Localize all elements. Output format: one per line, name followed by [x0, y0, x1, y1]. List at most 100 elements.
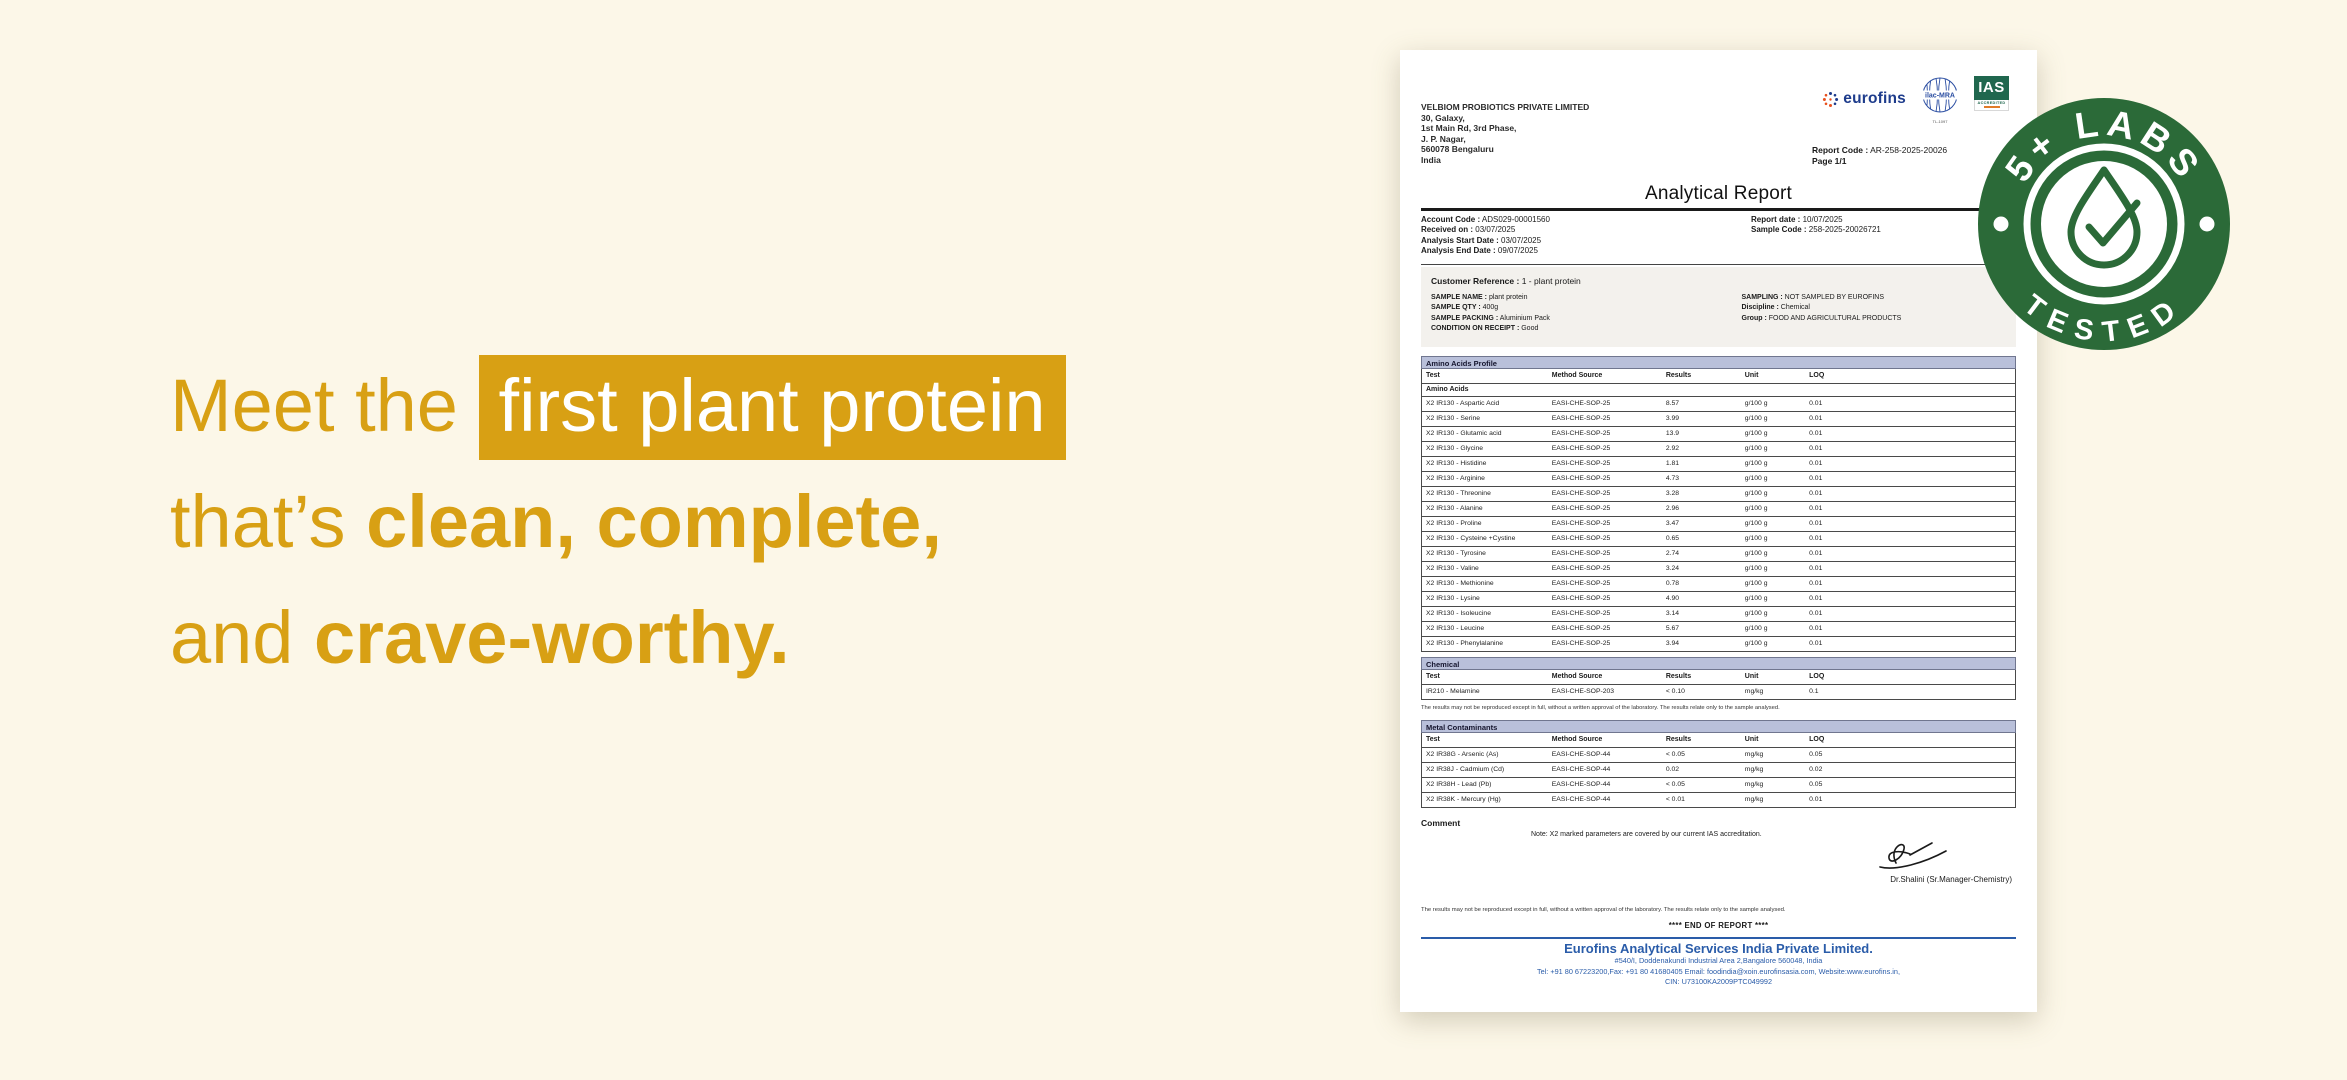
field-label: Report date : [1751, 214, 1801, 224]
table-row: X2 IR130 - Glycine EASI-CHE-SOP-25 2.92 g/1… [1421, 441, 2016, 457]
field-label: Group : [1741, 314, 1767, 322]
table-cell: 0.05 [1809, 751, 1823, 758]
table-cell: EASI-CHE-SOP-25 [1551, 430, 1611, 437]
eurofins-logo-text: eurofins [1843, 90, 1906, 107]
lab-name: Eurofins Analytical Services India Priva… [1564, 940, 1873, 956]
table-cell: EASI-CHE-SOP-44 [1551, 751, 1611, 758]
accreditation-logos: eurofins ilac-MRA TL-1097 [1822, 76, 2009, 124]
field-value: plant protein [1487, 293, 1528, 301]
table-cell: g/100 g [1744, 580, 1768, 587]
table-cell: g/100 g [1744, 490, 1768, 497]
field-label: Discipline : [1741, 304, 1779, 311]
table-row: X2 IR38K - Mercury (Hg) EASI-CHE-SOP-44 < … [1421, 792, 2016, 808]
table-cell: 0.02 [1809, 766, 1823, 773]
table-row: X2 IR130 - Glutamic acid EASI-CHE-SOP-25 1… [1421, 426, 2016, 442]
label-value-line: Group : FOOD AND AGRICULTURAL PRODUCTS [1742, 314, 1902, 325]
table-header-row: Test Method Source Results Unit LOQ [1421, 669, 2016, 685]
table-note: The results may not be reproduced except… [1421, 704, 1780, 711]
ilac-mra-sub-label: TL-1097 [1932, 119, 1948, 124]
table-cell: 3.47 [1665, 520, 1680, 527]
table-cell: 0.01 [1809, 550, 1823, 557]
text-line: 30, Galaxy, [1421, 112, 1465, 123]
column-header: LOQ [1809, 736, 1825, 743]
field-value: 400g [1480, 304, 1499, 311]
column-header: Unit [1744, 673, 1759, 680]
table-cell: < 0.05 [1665, 781, 1685, 788]
comment-heading: Comment [1421, 817, 1461, 828]
field-label: SAMPLING : [1741, 293, 1783, 301]
table-cell: 5.67 [1665, 625, 1680, 632]
table-cell: 0.01 [1809, 580, 1823, 587]
headline: Meet the first plant protein that’s clea… [170, 348, 1066, 696]
lab-cin: CIN: U73100KA2009PTC049992 [1664, 977, 1773, 986]
label-value-line: Received on : 03/07/2025 [1421, 225, 1751, 236]
eurofins-logo: eurofins [1822, 90, 1906, 108]
badge-left-dot [1993, 216, 2009, 232]
table-cell: 3.24 [1665, 565, 1680, 572]
column-header: Test [1426, 372, 1440, 379]
table-cell: EASI-CHE-SOP-25 [1551, 595, 1611, 602]
table-row: X2 IR130 - Histidine EASI-CHE-SOP-25 1.81 g… [1421, 456, 2016, 472]
section-bar: Metal Contaminants [1421, 719, 2016, 733]
table-cell: EASI-CHE-SOP-25 [1551, 580, 1611, 587]
field-label: Sample Code : [1751, 225, 1807, 234]
field-label: Analysis Start Date : [1421, 235, 1499, 245]
table-cell: X2 IR38J - Cadmium (Cd) [1426, 766, 1505, 773]
column-header: LOQ [1809, 372, 1825, 379]
text-line: 1st Main Rd, 3rd Phase, [1421, 123, 1517, 133]
table-row: X2 IR130 - Aspartic Acid EASI-CHE-SOP-25 8… [1421, 396, 2016, 412]
table-row: X2 IR130 - Methionine EASI-CHE-SOP-25 0.78… [1421, 576, 2016, 592]
label-value-line: SAMPLING : NOT SAMPLED BY EUROFINS [1742, 293, 1902, 304]
sample-info-box: Customer Reference : 1 - plant protein S… [1421, 266, 2016, 347]
label-value-line: SAMPLE PACKING : Aluminium Pack [1431, 314, 1742, 325]
table-row: X2 IR130 - Alanine EASI-CHE-SOP-25 2.96 g/1… [1421, 501, 2016, 517]
table-cell: 0.05 [1809, 781, 1823, 788]
table-cell: X2 IR38H - Lead (Pb) [1426, 781, 1492, 788]
table-cell: X2 IR130 - Proline [1426, 520, 1482, 527]
labs-tested-badge: 5+ LABS TESTED [1978, 98, 2230, 350]
report-meta: Account Code : ADS029-00001560 Received o… [1421, 215, 2016, 257]
table-cell: EASI-CHE-SOP-25 [1551, 400, 1611, 407]
table-header-row: Test Method Source Results Unit LOQ [1421, 732, 2016, 748]
table-cell: X2 IR130 - Cysteine +Cystine [1426, 535, 1516, 542]
table-cell: X2 IR130 - Glycine [1426, 445, 1484, 452]
column-header: Method Source [1551, 673, 1603, 680]
table-cell: 0.01 [1809, 400, 1823, 407]
table-cell: EASI-CHE-SOP-25 [1551, 445, 1611, 452]
table-cell: X2 IR130 - Arginine [1426, 475, 1485, 482]
page-label: Page 1/1 [1812, 156, 1847, 166]
results-section: Chemical Test Method Source Results Unit LOQ I… [1421, 656, 2016, 700]
lab-contact: Tel: +91 80 67223200,Fax: +91 80 4168040… [1536, 966, 1901, 976]
table-cell: 0.01 [1809, 445, 1823, 452]
field-label: Analysis End Date : [1421, 246, 1496, 255]
field-value: 258-2025-20026721 [1806, 225, 1881, 234]
report-code-value: AR-258-2025-20026 [1870, 145, 1948, 155]
table-cell: 3.99 [1665, 415, 1680, 422]
table-cell: g/100 g [1744, 475, 1768, 482]
table-cell: X2 IR130 - Threonine [1426, 490, 1491, 497]
report-code-block: Report Code : AR-258-2025-20026 Page 1/1 [1812, 145, 1947, 167]
field-value: 03/07/2025 [1473, 225, 1516, 234]
table-cell: g/100 g [1744, 625, 1768, 632]
label-value-line: SAMPLE QTY : 400g [1431, 303, 1742, 314]
column-header: Test [1426, 673, 1440, 680]
table-cell: < 0.01 [1665, 796, 1685, 803]
table-cell: 0.78 [1665, 580, 1680, 587]
eurofins-dots-icon [1823, 91, 1839, 107]
table-cell: 2.92 [1665, 445, 1680, 452]
meta-left-column: Account Code : ADS029-00001560 Received o… [1421, 215, 1751, 257]
ias-logo-text: IAS [1974, 76, 2009, 100]
table-row: X2 IR130 - Arginine EASI-CHE-SOP-25 4.73 g/… [1421, 471, 2016, 487]
field-value: FOOD AND AGRICULTURAL PRODUCTS [1766, 314, 1902, 322]
customer-address-block: VELBIOM PROBIOTICS PRIVATE LIMITED 30, Ga… [1421, 102, 2016, 165]
field-value: ADS029-00001560 [1480, 214, 1550, 224]
table-cell: 0.02 [1665, 766, 1680, 773]
table-cell: g/100 g [1744, 445, 1768, 452]
field-value: 10/07/2025 [1800, 214, 1843, 224]
table-cell: g/100 g [1744, 415, 1768, 422]
lab-footer: Eurofins Analytical Services India Priva… [1421, 940, 2016, 988]
table-cell: 0.01 [1809, 475, 1823, 482]
label-value-line: Analysis Start Date : 03/07/2025 [1421, 236, 1751, 247]
table-cell: g/100 g [1744, 505, 1768, 512]
